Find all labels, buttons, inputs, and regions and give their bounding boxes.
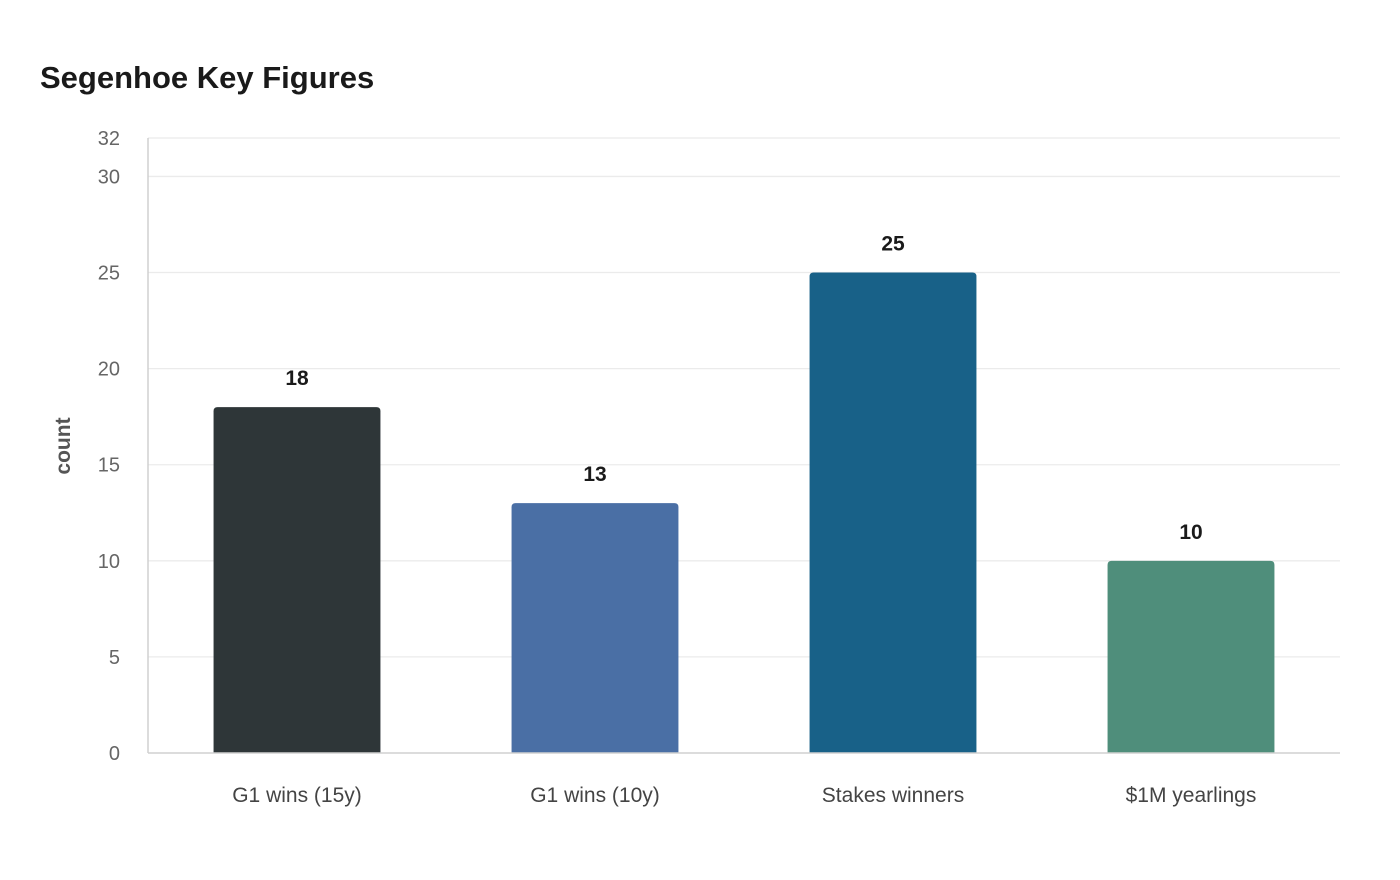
x-tick-label: Stakes winners bbox=[822, 784, 964, 807]
bar bbox=[213, 407, 381, 753]
x-tick-label: G1 wins (10y) bbox=[530, 784, 660, 807]
labels: 0 5 10 15 20 25 30 32 18 G1 wins (15y) 13 G1 wins (… bbox=[98, 128, 1257, 807]
bar-value-label: 10 bbox=[1179, 521, 1202, 544]
chart-title: Segenhoe Key Figures bbox=[40, 60, 375, 95]
y-tick-label: 25 bbox=[98, 263, 120, 285]
y-tick-label: 30 bbox=[98, 166, 120, 188]
y-tick-label: 5 bbox=[109, 647, 120, 669]
x-tick-label: G1 wins (15y) bbox=[232, 784, 362, 807]
bars bbox=[213, 272, 1275, 753]
y-tick-label: 0 bbox=[109, 743, 120, 765]
x-tick-label: $1M yearlings bbox=[1126, 784, 1257, 807]
bar-value-label: 13 bbox=[583, 463, 606, 486]
axes bbox=[147, 138, 1340, 754]
bar-value-label: 25 bbox=[881, 233, 905, 256]
bar bbox=[1107, 560, 1275, 753]
y-tick-label: 15 bbox=[98, 455, 120, 477]
bar-value-label: 18 bbox=[285, 367, 309, 390]
bar bbox=[511, 503, 679, 753]
y-tick-label: 10 bbox=[98, 551, 120, 573]
bar bbox=[809, 272, 977, 753]
y-tick-label: 20 bbox=[98, 359, 120, 381]
y-tick-label: 32 bbox=[98, 128, 120, 150]
y-axis-title: count bbox=[52, 417, 75, 474]
